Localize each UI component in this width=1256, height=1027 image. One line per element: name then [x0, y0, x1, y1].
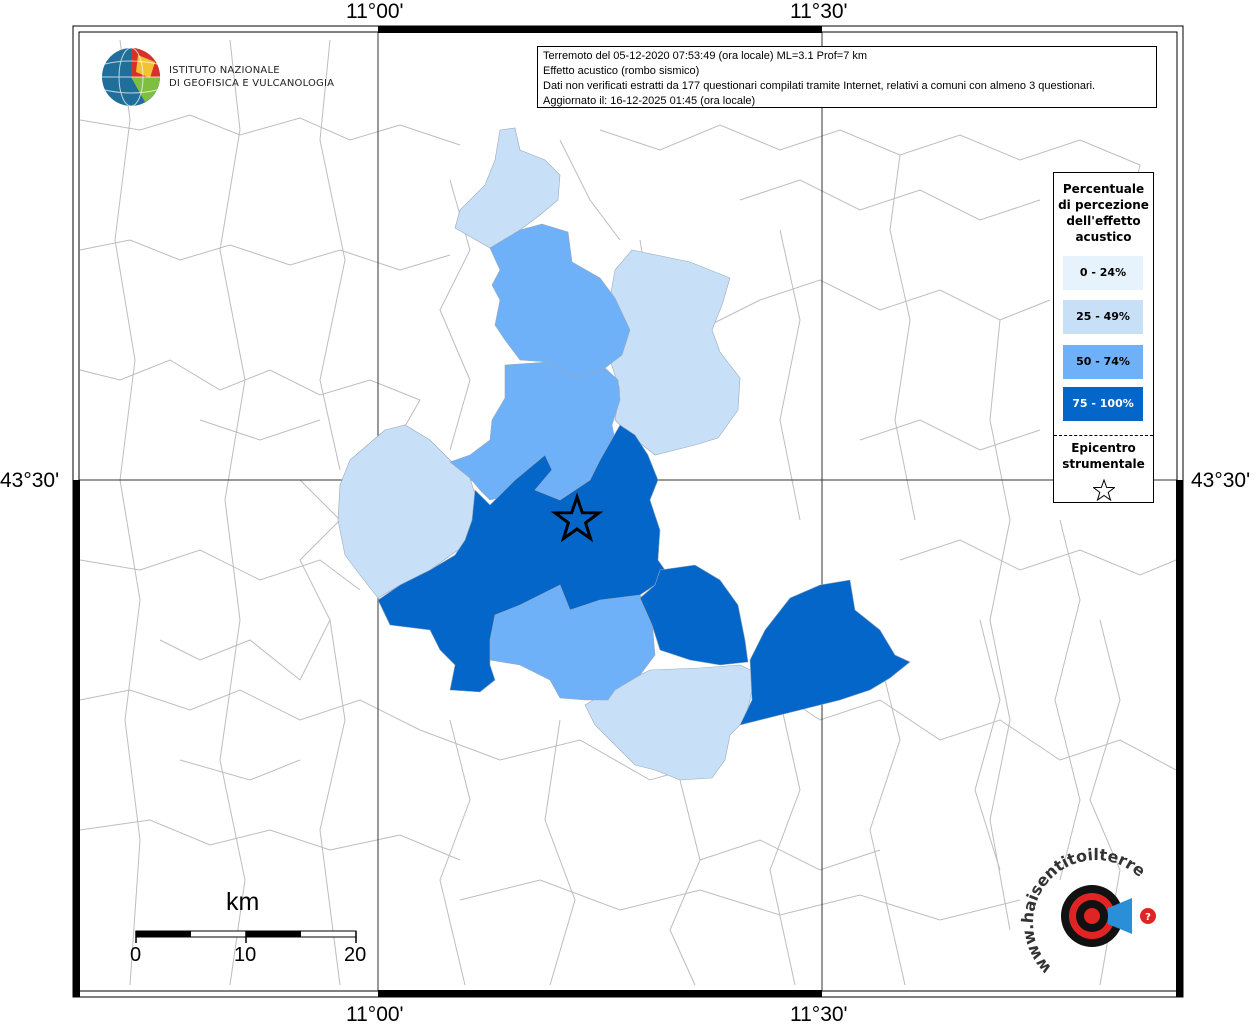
ingv-logo-line1: ISTITUTO NAZIONALE [169, 65, 280, 76]
legend-title-line: di percezione [1058, 198, 1149, 212]
lon-label-bottom-1130: 11°30' [790, 1003, 848, 1026]
lon-label-top-1100: 11°00' [346, 0, 404, 23]
legend-class-50-74: 50 - 74% [1063, 345, 1143, 379]
ingv-logo-text: ISTITUTO NAZIONALE DI GEOFISICA E VULCAN… [169, 64, 334, 90]
legend: Percentuale di percezione dell'effetto a… [1053, 172, 1154, 503]
svg-text:?: ? [1145, 912, 1151, 923]
area-west-light [337, 424, 481, 599]
legend-title-line: Percentuale [1062, 182, 1145, 196]
event-info-line-3: Dati non verificati estratti da 177 ques… [543, 80, 1096, 92]
epicenter-star-icon [550, 492, 604, 543]
legend-epicenter-label: Epicentro strumentale [1054, 440, 1153, 472]
felt-areas [337, 127, 911, 781]
area-southeast-dark [739, 579, 911, 726]
scale-tick-20: 20 [344, 944, 367, 966]
scale-tick-0: 0 [130, 944, 142, 966]
map-frame [72, 25, 1184, 998]
legend-class-75-100: 75 - 100% [1063, 387, 1143, 421]
haisentito-logo-icon: ? [1061, 885, 1156, 947]
area-east-dark [639, 564, 749, 666]
legend-star-icon [1093, 479, 1115, 501]
area-northeast-light [609, 249, 741, 456]
legend-class-25-49: 25 - 49% [1063, 300, 1143, 334]
ingv-logo-line2: DI GEOFISICA E VULCANOLOGIA [169, 78, 335, 89]
legend-epicenter-line: strumentale [1062, 457, 1145, 471]
lon-label-bottom-1100: 11°00' [346, 1003, 404, 1026]
area-north-light [454, 127, 561, 249]
lon-label-top-1130: 11°30' [790, 0, 848, 23]
legend-class-0-24: 0 - 24% [1063, 256, 1143, 290]
legend-title-line: dell'effetto [1066, 214, 1141, 228]
lat-label-left-4330: 43°30' [0, 469, 60, 492]
event-info-line-4: Aggiornato il: 16-12-2025 01:45 (ora loc… [543, 95, 756, 107]
event-info-line-1: Terremoto del 05-12-2020 07:53:49 (ora l… [543, 50, 868, 62]
municipal-boundaries [79, 39, 1177, 986]
event-info-line-2: Effetto acustico (rombo sismico) [543, 65, 700, 77]
area-south-light [584, 664, 756, 781]
legend-divider [1054, 435, 1153, 436]
legend-epicenter-line: Epicentro [1071, 441, 1136, 455]
event-info-box: Terremoto del 05-12-2020 07:53:49 (ora l… [537, 46, 1157, 108]
legend-title: Percentuale di percezione dell'effetto a… [1054, 181, 1153, 245]
scale-bar [135, 930, 357, 943]
scale-tick-10: 10 [234, 944, 257, 966]
lat-label-right-4330: 43°30' [1191, 469, 1251, 492]
area-central-dark [377, 424, 666, 693]
legend-title-line: acustico [1075, 230, 1132, 244]
ingv-logo-icon [102, 47, 160, 107]
scale-unit-label: km [226, 888, 260, 916]
